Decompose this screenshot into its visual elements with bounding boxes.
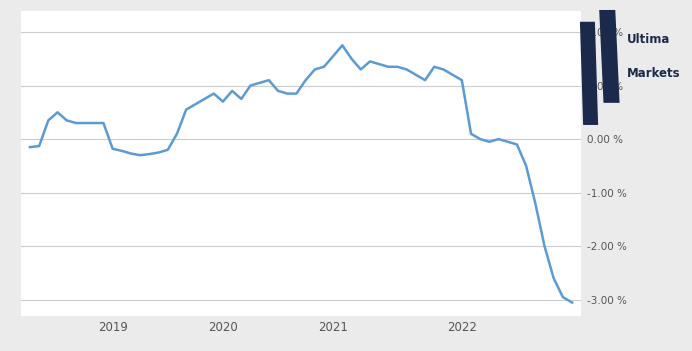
Text: Ultima: Ultima	[627, 33, 671, 46]
Text: Markets: Markets	[627, 67, 681, 80]
Polygon shape	[599, 10, 619, 103]
Polygon shape	[580, 22, 598, 125]
